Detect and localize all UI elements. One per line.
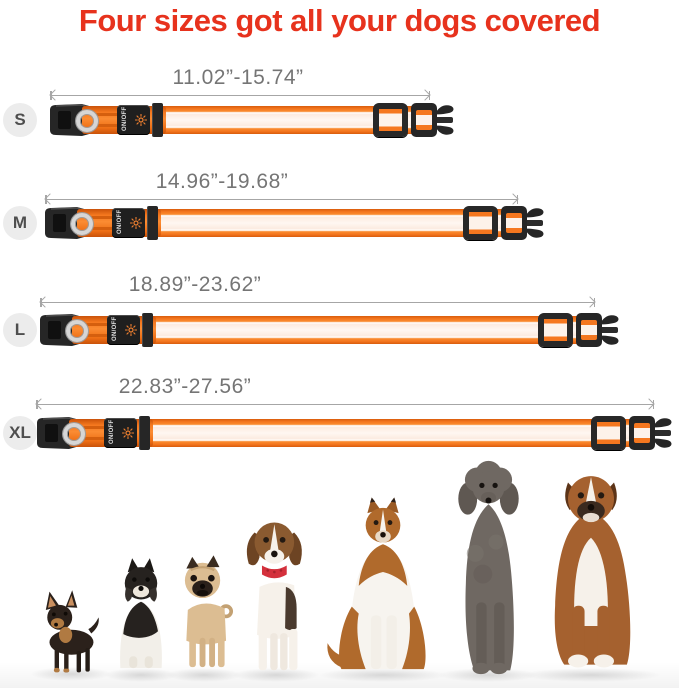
size-range-l: 18.89”-23.62” <box>128 273 262 296</box>
d-ring-icon <box>71 213 93 235</box>
led-strap <box>147 419 633 447</box>
dog-chihuahua-image <box>45 590 99 673</box>
size-badge-m: M <box>3 206 37 240</box>
onoff-switch: ON/OFF <box>104 418 137 448</box>
collar-illustration-xl: ON/OFF <box>35 414 673 452</box>
sun-icon <box>135 114 147 126</box>
led-strap <box>150 316 580 344</box>
dog-poodle-image <box>458 460 519 675</box>
strap-keeper <box>152 103 163 137</box>
dimension-line <box>35 398 655 411</box>
sun-icon <box>130 217 142 229</box>
onoff-switch: ON/OFF <box>117 105 150 135</box>
strap-adjuster <box>463 206 498 240</box>
dog-pug-image <box>184 555 234 668</box>
size-badge-l: L <box>3 313 37 347</box>
dog-beagle-image <box>246 522 302 671</box>
page-title: Four sizes got all your dogs covered <box>78 3 601 38</box>
dimension-line <box>49 89 431 102</box>
dog-boxer-image <box>554 476 631 668</box>
sun-icon <box>122 427 134 439</box>
strap-adjuster <box>591 416 626 450</box>
onoff-switch: ON/OFF <box>107 315 140 345</box>
onoff-switch: ON/OFF <box>112 208 145 238</box>
dimension-line <box>44 193 519 206</box>
male-buckle-icon <box>576 313 619 347</box>
sun-icon <box>125 324 137 336</box>
dimension-line <box>39 296 596 309</box>
strap-adjuster <box>373 103 408 137</box>
size-badge-xl: XL <box>3 416 37 450</box>
size-badge-s: S <box>3 103 37 137</box>
strap-keeper <box>139 416 150 450</box>
collar-illustration-l: ON/OFF <box>38 311 620 349</box>
led-strap <box>160 106 415 134</box>
size-range-s: 11.02”-15.74” <box>172 66 304 89</box>
collar-illustration-m: ON/OFF <box>43 204 545 242</box>
male-buckle-icon <box>501 206 544 240</box>
d-ring-icon <box>76 110 98 132</box>
led-strap <box>155 209 505 237</box>
d-ring-icon <box>63 423 85 445</box>
d-ring-icon <box>66 320 88 342</box>
size-range-m: 14.96”-19.68” <box>155 170 289 193</box>
strap-keeper <box>147 206 158 240</box>
dog-collie-image <box>327 497 426 670</box>
male-buckle-icon <box>629 416 672 450</box>
male-buckle-icon <box>411 103 454 137</box>
dog-lineup-photo <box>0 455 679 688</box>
strap-keeper <box>142 313 153 347</box>
collar-illustration-s: ON/OFF <box>48 101 455 139</box>
strap-adjuster <box>538 313 573 347</box>
size-range-xl: 22.83”-27.56” <box>118 375 252 398</box>
dog-yorkshire-terrier-image <box>120 558 162 669</box>
